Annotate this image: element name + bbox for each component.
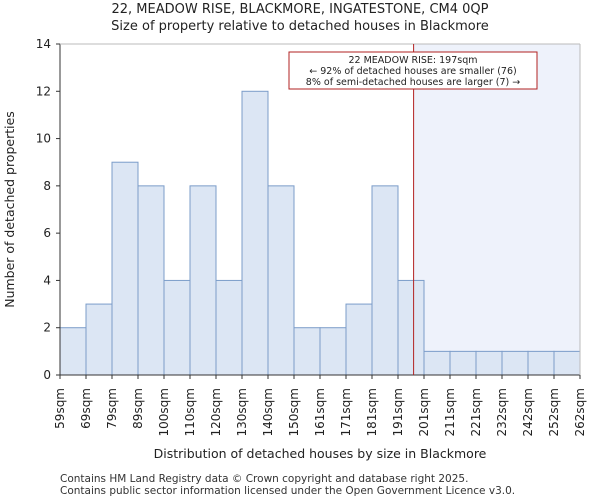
x-tick-label: 211sqm (443, 388, 457, 436)
chart-subtitle: Size of property relative to detached ho… (111, 19, 489, 34)
x-tick-label: 221sqm (469, 388, 483, 436)
y-tick-label: 8 (43, 179, 51, 193)
footer-line-2: Contains public sector information licen… (60, 485, 516, 497)
y-tick-label: 14 (36, 37, 51, 51)
histogram-bar (59, 327, 87, 376)
x-tick-label: 242sqm (521, 388, 535, 436)
x-tick-label: 89sqm (131, 388, 145, 429)
histogram-bar (553, 350, 581, 376)
histogram-bar (111, 161, 139, 376)
x-tick-label: 191sqm (391, 388, 405, 436)
y-tick-label: 12 (36, 84, 51, 98)
histogram-bar (501, 350, 529, 376)
x-tick-label: 171sqm (339, 388, 353, 436)
y-tick-label: 6 (43, 226, 51, 240)
footer-line-1: Contains HM Land Registry data © Crown c… (60, 473, 469, 485)
histogram-bar (319, 327, 347, 376)
y-tick-label: 10 (36, 132, 51, 146)
y-axis-label: Number of detached properties (2, 111, 17, 308)
histogram-bar (371, 185, 399, 376)
histogram-bar (397, 279, 425, 376)
histogram-bar (163, 279, 191, 376)
x-tick-label: 232sqm (495, 388, 509, 436)
larger-region-shade (413, 44, 580, 375)
x-tick-label: 201sqm (417, 388, 431, 436)
x-tick-label: 181sqm (365, 388, 379, 436)
histogram-bar (475, 350, 503, 376)
x-tick-label: 110sqm (183, 388, 197, 436)
histogram-bar (293, 327, 321, 376)
x-tick-label: 79sqm (105, 388, 119, 429)
annotation-line: ← 92% of detached houses are smaller (76… (309, 66, 516, 77)
x-tick-label: 262sqm (573, 388, 587, 436)
histogram-bar (85, 303, 113, 376)
annotation-line: 22 MEADOW RISE: 197sqm (348, 55, 477, 66)
histogram-bar (189, 185, 217, 376)
annotation-box (288, 51, 538, 90)
histogram-bar (449, 350, 477, 376)
histogram-bar (345, 303, 373, 376)
y-tick-label: 2 (43, 321, 51, 335)
x-tick-label: 161sqm (313, 388, 327, 436)
y-tick-label: 4 (43, 273, 51, 287)
x-tick-label: 59sqm (53, 388, 67, 429)
x-tick-label: 100sqm (157, 388, 171, 436)
annotation-line: 8% of semi-detached houses are larger (7… (306, 77, 520, 88)
x-tick-label: 252sqm (547, 388, 561, 436)
x-tick-label: 140sqm (261, 388, 275, 436)
x-tick-label: 120sqm (209, 388, 223, 436)
histogram-bar (215, 279, 243, 376)
x-tick-label: 130sqm (235, 388, 249, 436)
chart-title: 22, MEADOW RISE, BLACKMORE, INGATESTONE,… (111, 2, 489, 17)
histogram-bar (267, 185, 295, 376)
histogram-bar (423, 350, 451, 376)
x-axis-label: Distribution of detached houses by size … (154, 446, 487, 461)
y-tick-label: 0 (43, 368, 51, 382)
histogram-bar (527, 350, 555, 376)
x-tick-label: 69sqm (79, 388, 93, 429)
histogram-bar (241, 90, 269, 376)
histogram-bar (137, 185, 165, 376)
x-tick-label: 150sqm (287, 388, 301, 436)
